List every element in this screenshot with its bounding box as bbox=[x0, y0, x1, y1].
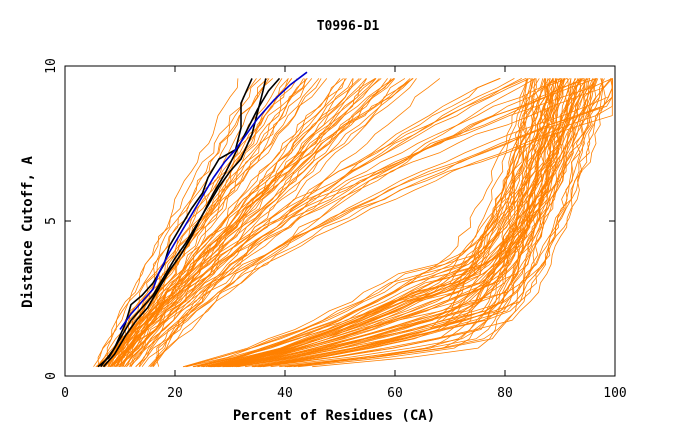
model-curve bbox=[148, 78, 584, 367]
model-curve bbox=[219, 78, 613, 368]
model-curve bbox=[259, 78, 572, 368]
model-curve bbox=[103, 78, 322, 367]
model-curve bbox=[125, 78, 613, 368]
model-curve bbox=[152, 78, 568, 367]
y-tick-label: 5 bbox=[44, 217, 59, 225]
model-curve bbox=[234, 78, 527, 368]
model-curve bbox=[226, 78, 599, 368]
model-curve bbox=[286, 78, 605, 368]
model-curve bbox=[229, 78, 596, 368]
model-curve bbox=[257, 78, 560, 368]
model-curve bbox=[119, 78, 411, 367]
model-curve bbox=[284, 78, 562, 368]
model-curve bbox=[111, 78, 313, 367]
x-tick-label: 100 bbox=[603, 386, 626, 401]
y-axis-ticks: 0 5 10 bbox=[44, 58, 615, 380]
y-axis-label: Distance Cutoff, A bbox=[20, 156, 36, 308]
model-curve bbox=[102, 78, 613, 368]
model-curve bbox=[236, 78, 586, 368]
highlight-curve-black bbox=[97, 78, 267, 368]
model-curve bbox=[130, 78, 527, 367]
model-curve bbox=[135, 78, 522, 368]
model-curve bbox=[126, 78, 392, 367]
model-curve bbox=[107, 78, 308, 367]
model-curve bbox=[254, 78, 555, 368]
model-curve bbox=[122, 78, 413, 367]
model-curve bbox=[197, 78, 556, 368]
model-curve bbox=[211, 78, 588, 368]
model-curve bbox=[135, 78, 613, 367]
model-curve bbox=[227, 78, 594, 368]
model-curve bbox=[95, 78, 270, 368]
model-curve bbox=[213, 78, 557, 368]
model-curve bbox=[129, 78, 417, 367]
model-curve bbox=[202, 78, 570, 368]
x-tick-label: 40 bbox=[277, 386, 293, 401]
model-curve bbox=[118, 78, 344, 367]
highlight-model-lines bbox=[97, 71, 308, 368]
model-curve bbox=[152, 78, 536, 367]
model-curve bbox=[225, 78, 535, 368]
model-curve bbox=[155, 78, 515, 367]
model-curve bbox=[209, 78, 547, 368]
model-curve bbox=[193, 78, 554, 368]
model-curve bbox=[96, 78, 292, 367]
highlight-curve-black bbox=[102, 77, 281, 368]
model-curve bbox=[110, 78, 395, 368]
model-curve bbox=[113, 78, 273, 367]
model-curve bbox=[223, 78, 582, 368]
model-curve bbox=[227, 78, 537, 368]
model-curve bbox=[183, 78, 560, 368]
x-tick-label: 0 bbox=[61, 386, 69, 401]
model-curve bbox=[223, 78, 580, 368]
highlight-curve-black bbox=[100, 78, 253, 368]
highlight-curve-blue bbox=[119, 71, 308, 330]
model-curve bbox=[186, 78, 529, 368]
x-axis-label: Percent of Residues (CA) bbox=[233, 408, 435, 424]
background-model-lines bbox=[93, 78, 613, 368]
model-curve bbox=[222, 78, 536, 368]
model-curve bbox=[105, 78, 414, 367]
model-curve bbox=[109, 78, 298, 367]
model-curve bbox=[213, 78, 565, 368]
model-curve bbox=[212, 78, 596, 368]
model-curve bbox=[231, 78, 612, 368]
x-tick-label: 80 bbox=[497, 386, 513, 401]
y-tick-label: 0 bbox=[44, 372, 59, 380]
model-curve bbox=[101, 78, 530, 368]
x-tick-label: 20 bbox=[167, 386, 183, 401]
model-curve bbox=[211, 78, 563, 368]
model-curve bbox=[298, 78, 565, 368]
chart-title: T0996-D1 bbox=[317, 19, 380, 34]
model-curve bbox=[108, 78, 268, 367]
x-axis-ticks: 0 20 40 60 80 100 bbox=[61, 66, 627, 401]
model-curve bbox=[185, 78, 545, 368]
x-tick-label: 60 bbox=[387, 386, 403, 401]
model-curve bbox=[229, 78, 532, 368]
y-tick-label: 10 bbox=[44, 58, 59, 74]
model-curve bbox=[244, 78, 597, 368]
model-curve bbox=[93, 78, 257, 367]
model-curve bbox=[253, 78, 532, 368]
model-curve bbox=[115, 78, 394, 367]
model-curve bbox=[217, 78, 589, 368]
model-curve bbox=[289, 78, 563, 368]
model-curve bbox=[102, 78, 367, 367]
model-curve bbox=[109, 78, 377, 368]
